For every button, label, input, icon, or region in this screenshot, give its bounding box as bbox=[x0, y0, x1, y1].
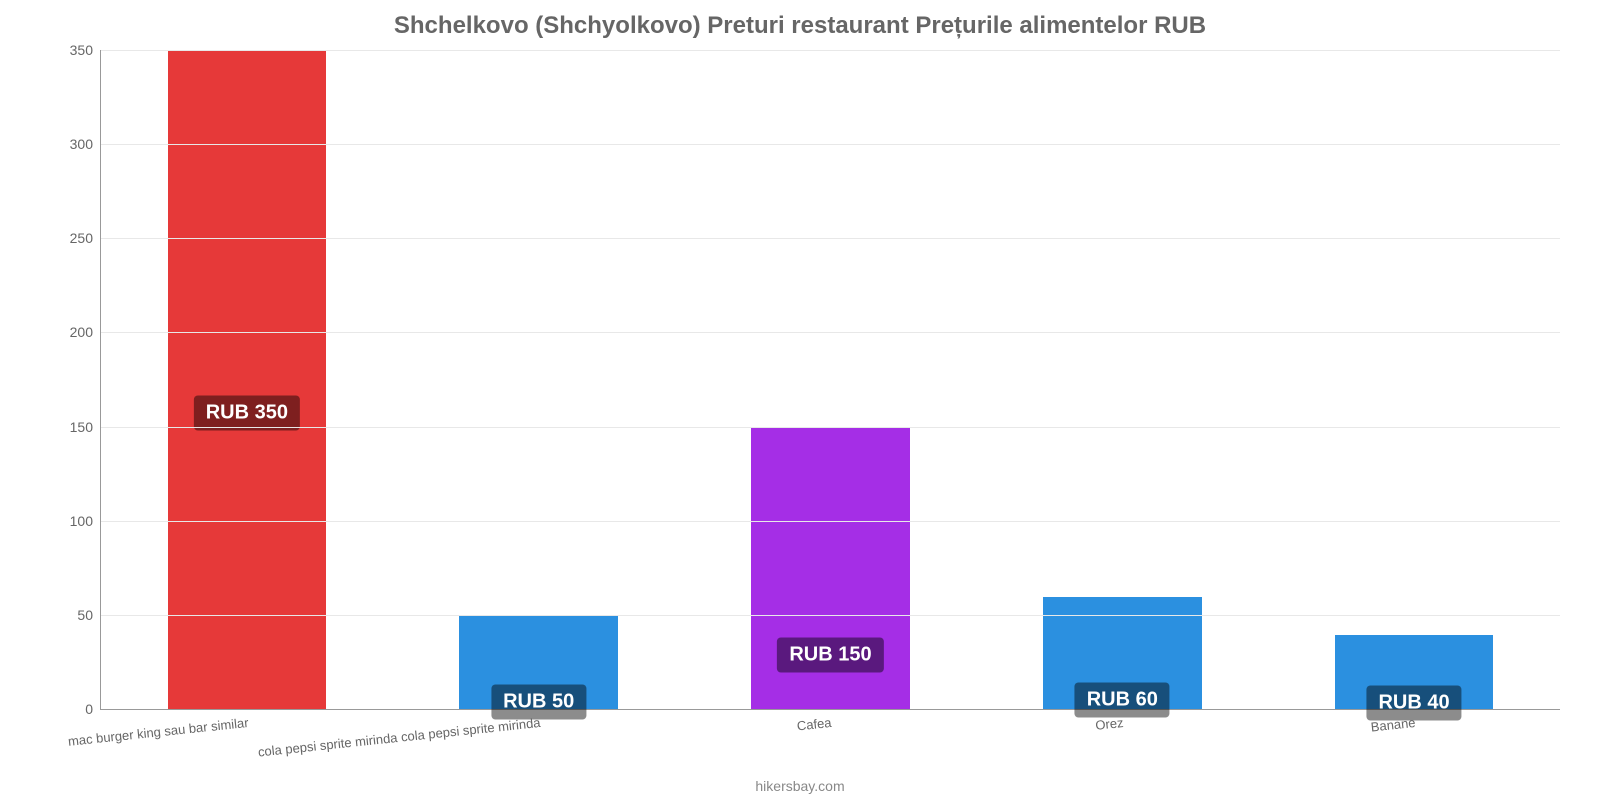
bar: RUB 50 bbox=[458, 615, 618, 709]
gridline bbox=[101, 238, 1560, 239]
bar-slot: RUB 50cola pepsi sprite mirinda cola pep… bbox=[393, 50, 685, 709]
gridline bbox=[101, 521, 1560, 522]
gridline bbox=[101, 144, 1560, 145]
gridline bbox=[101, 332, 1560, 333]
chart-title: Shchelkovo (Shchyolkovo) Preturi restaur… bbox=[0, 0, 1600, 40]
chart-container: RUB 350mac burger king sau bar similarRU… bbox=[100, 50, 1560, 710]
xtick-label: Banane bbox=[1369, 709, 1416, 735]
ytick-label: 0 bbox=[51, 701, 101, 717]
bar: RUB 150 bbox=[750, 427, 910, 709]
ytick-label: 100 bbox=[51, 513, 101, 529]
gridline bbox=[101, 615, 1560, 616]
gridline bbox=[101, 50, 1560, 51]
xtick-label: cola pepsi sprite mirinda cola pepsi spr… bbox=[256, 709, 541, 760]
xtick-label: Orez bbox=[1094, 709, 1124, 733]
ytick-label: 150 bbox=[51, 419, 101, 435]
bars-layer: RUB 350mac burger king sau bar similarRU… bbox=[101, 50, 1560, 709]
ytick-label: 350 bbox=[51, 42, 101, 58]
bar-slot: RUB 40Banane bbox=[1268, 50, 1560, 709]
ytick-label: 200 bbox=[51, 324, 101, 340]
bar-value-label: RUB 350 bbox=[194, 395, 300, 430]
attribution-text: hikersbay.com bbox=[0, 778, 1600, 794]
bar: RUB 40 bbox=[1334, 634, 1494, 709]
bar: RUB 350 bbox=[167, 50, 327, 709]
ytick-label: 300 bbox=[51, 136, 101, 152]
gridline bbox=[101, 427, 1560, 428]
plot-area: RUB 350mac burger king sau bar similarRU… bbox=[100, 50, 1560, 710]
bar-slot: RUB 60Orez bbox=[976, 50, 1268, 709]
bar-value-label: RUB 150 bbox=[777, 637, 883, 672]
ytick-label: 250 bbox=[51, 230, 101, 246]
bar-slot: RUB 350mac burger king sau bar similar bbox=[101, 50, 393, 709]
ytick-label: 50 bbox=[51, 607, 101, 623]
xtick-label: Cafea bbox=[796, 709, 833, 734]
bar: RUB 60 bbox=[1042, 596, 1202, 709]
bar-slot: RUB 150Cafea bbox=[685, 50, 977, 709]
